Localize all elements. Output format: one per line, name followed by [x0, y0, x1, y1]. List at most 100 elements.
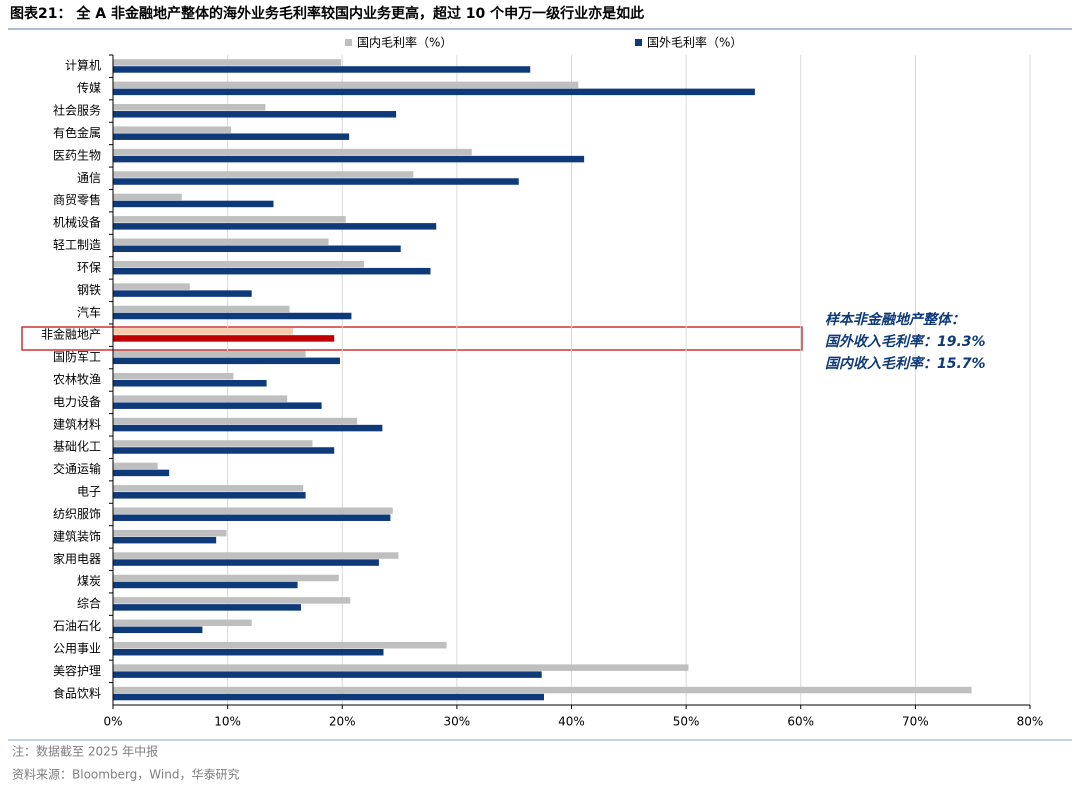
bar [113, 514, 391, 521]
x-tick-label: 80% [1017, 715, 1044, 729]
y-tick-label: 电力设备 [53, 395, 101, 409]
bar [113, 380, 267, 387]
bar [113, 686, 972, 694]
y-tick-label: 纺织服饰 [53, 507, 101, 521]
chart-title: 图表21： 全 A 非金融地产整体的海外业务毛利率较国内业务更高，超过 10 个… [10, 5, 644, 22]
bar [113, 424, 383, 432]
bar [113, 88, 755, 96]
y-tick-label: 食品饮料 [53, 685, 101, 700]
bar [113, 283, 190, 290]
bar [113, 171, 414, 178]
y-tick-label: 钢铁 [77, 283, 101, 297]
bar [113, 290, 252, 297]
y-tick-label: 传媒 [77, 80, 101, 95]
bar [113, 417, 358, 425]
bar [113, 507, 393, 514]
bar [113, 223, 437, 230]
bar [113, 267, 431, 275]
y-tick-label: 美容护理 [53, 663, 101, 678]
bar [113, 245, 401, 253]
y-tick-label: 机械设备 [53, 215, 101, 230]
y-tick-label: 煤炭 [77, 574, 101, 588]
y-tick-label: 轻工制造 [53, 238, 101, 252]
annotation: 国内收入毛利率：15.7% [825, 355, 986, 372]
legend-label: 国内毛利率（%） [357, 35, 452, 50]
bar [113, 581, 298, 589]
bar [113, 574, 339, 582]
legend-swatch [635, 39, 642, 46]
bar [113, 200, 274, 208]
bar [113, 373, 234, 380]
bar [113, 260, 365, 268]
y-tick-label: 建筑装饰 [53, 528, 101, 543]
x-tick-label: 70% [902, 715, 929, 729]
y-tick-label: 汽车 [77, 304, 101, 319]
bar [113, 469, 170, 477]
bar [113, 395, 288, 402]
bar [113, 693, 544, 701]
x-tick-label: 0% [103, 715, 122, 729]
bar [113, 529, 227, 537]
bar [113, 559, 379, 566]
bar [113, 492, 306, 499]
y-tick-label: 家用电器 [53, 551, 101, 566]
y-tick-label: 商贸零售 [53, 192, 101, 207]
bar [113, 104, 266, 111]
bar [113, 238, 329, 246]
y-tick-label: 国防军工 [53, 349, 101, 364]
y-tick-label: 综合 [77, 596, 101, 611]
bar [113, 447, 335, 454]
bar [113, 178, 519, 185]
y-tick-label: 建筑材料 [53, 416, 101, 431]
x-tick-label: 30% [444, 715, 471, 729]
bar [113, 155, 585, 163]
x-tick-label: 40% [558, 715, 585, 729]
bar [113, 193, 182, 201]
bar [113, 357, 340, 365]
bar [113, 133, 350, 140]
highlight-box [21, 326, 803, 351]
legend-swatch [345, 39, 352, 46]
bar [113, 619, 252, 627]
bar [113, 671, 542, 678]
bar [113, 664, 689, 671]
bar [113, 59, 342, 66]
bar [113, 328, 293, 335]
y-tick-label: 公用事业 [53, 641, 101, 655]
y-tick-label: 医药生物 [53, 148, 101, 162]
annotation: 国外收入毛利率：19.3% [825, 333, 986, 350]
bar [113, 604, 301, 611]
bar [113, 402, 322, 409]
bar [113, 485, 304, 492]
bar [113, 350, 306, 358]
bar [113, 81, 579, 89]
x-tick-label: 10% [214, 715, 241, 729]
bar [113, 648, 384, 656]
bar [113, 66, 531, 73]
y-tick-label: 通信 [77, 171, 101, 185]
y-tick-label: 基础化工 [53, 440, 101, 454]
bar [113, 312, 352, 320]
bar [113, 462, 158, 470]
x-tick-label: 60% [787, 715, 814, 729]
bar [113, 111, 397, 118]
bar [113, 126, 232, 133]
bar [113, 148, 472, 156]
y-tick-label: 石油石化 [53, 619, 101, 633]
bar [113, 536, 217, 544]
bar [113, 216, 346, 223]
y-tick-label: 计算机 [65, 58, 101, 73]
bar [113, 641, 447, 649]
x-tick-label: 20% [329, 715, 356, 729]
bar [113, 552, 399, 559]
legend-label: 国外毛利率（%） [647, 35, 742, 50]
bar [113, 440, 313, 447]
footnote: 资料来源：Bloomberg，Wind，华泰研究 [12, 767, 239, 782]
y-tick-label: 非金融地产 [41, 327, 101, 342]
bar [113, 597, 351, 604]
bar [113, 335, 335, 342]
y-tick-label: 农林牧渔 [53, 373, 101, 387]
y-tick-label: 电子 [77, 485, 101, 499]
y-tick-label: 社会服务 [53, 103, 101, 118]
